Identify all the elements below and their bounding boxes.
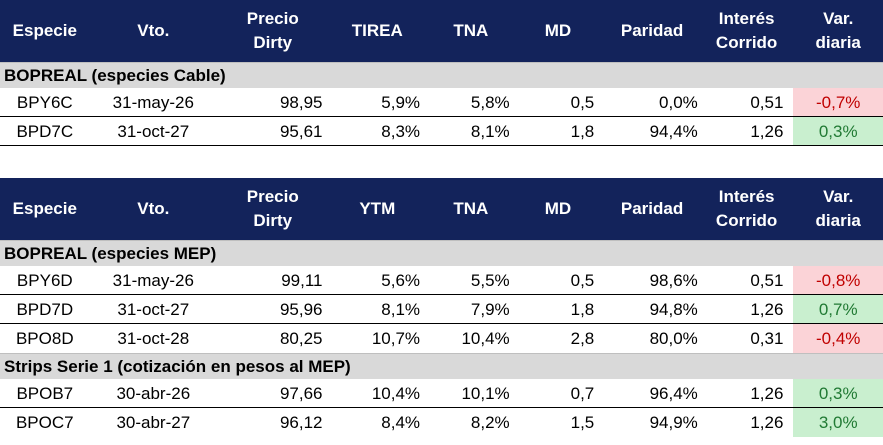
table-header-row: Especie Vto. Precio Dirty YTM TNA MD Par… bbox=[0, 178, 883, 240]
cell-vto: 31-may-26 bbox=[112, 271, 194, 290]
cell-tir: 10,4% bbox=[371, 384, 421, 403]
cell-especie: BPOC7 bbox=[15, 413, 74, 432]
cell-tna: 8,1% bbox=[470, 122, 510, 141]
header-vto: Vto. bbox=[137, 21, 170, 40]
cell-md: 1,8 bbox=[570, 300, 595, 319]
header-md: MD bbox=[544, 21, 572, 40]
header-interes-corrido: Interés Corrido bbox=[715, 187, 778, 230]
header-tna: TNA bbox=[453, 21, 489, 40]
header-tirea: TIREA bbox=[351, 21, 403, 40]
cell-tir: 5,6% bbox=[381, 271, 421, 290]
header-precio-dirty: Precio Dirty bbox=[246, 187, 299, 230]
cell-interes: 0,51 bbox=[750, 271, 784, 290]
cell-var-diaria: 0,7% bbox=[793, 295, 883, 323]
header-precio-dirty: Precio Dirty bbox=[246, 9, 299, 52]
cell-vto: 31-oct-28 bbox=[117, 329, 190, 348]
cell-tna: 5,5% bbox=[470, 271, 510, 290]
cell-precio: 95,61 bbox=[279, 122, 323, 141]
section-title: Strips Serie 1 (cotización en pesos al M… bbox=[0, 353, 883, 379]
header-ytm: YTM bbox=[359, 199, 396, 218]
header-interes-corrido: Interés Corrido bbox=[715, 9, 778, 52]
cell-precio: 80,25 bbox=[279, 329, 323, 348]
cell-tna: 10,1% bbox=[461, 384, 510, 403]
header-tna: TNA bbox=[453, 199, 489, 218]
cell-especie: BPD7C bbox=[16, 122, 74, 141]
cell-md: 2,8 bbox=[570, 329, 595, 348]
cell-vto: 31-oct-27 bbox=[117, 122, 190, 141]
cell-especie: BPO8D bbox=[15, 329, 74, 348]
cell-especie: BPY6C bbox=[16, 93, 73, 112]
cell-paridad: 0,0% bbox=[659, 93, 698, 112]
cell-var-diaria: -0,4% bbox=[793, 324, 883, 353]
cell-tir: 10,7% bbox=[371, 329, 421, 348]
cell-interes: 0,31 bbox=[750, 329, 784, 348]
cell-interes: 1,26 bbox=[750, 122, 784, 141]
cell-precio: 95,96 bbox=[279, 300, 323, 319]
cell-interes: 1,26 bbox=[750, 300, 784, 319]
cell-paridad: 98,6% bbox=[649, 271, 698, 290]
cell-especie: BPOB7 bbox=[16, 384, 74, 403]
cell-especie: BPY6D bbox=[16, 271, 73, 290]
cell-paridad: 96,4% bbox=[649, 384, 698, 403]
cell-paridad: 94,9% bbox=[649, 413, 698, 432]
table-row: BPD7C 31-oct-27 95,61 8,3% 8,1% 1,8 94,4… bbox=[0, 117, 883, 146]
table-row: BPO8D 31-oct-28 80,25 10,7% 10,4% 2,8 80… bbox=[0, 324, 883, 353]
cell-var-diaria: -0,7% bbox=[793, 88, 883, 116]
cell-md: 0,5 bbox=[570, 271, 595, 290]
table-row: BPOB7 30-abr-26 97,66 10,4% 10,1% 0,7 96… bbox=[0, 379, 883, 408]
cell-tna: 5,8% bbox=[470, 93, 510, 112]
cell-vto: 30-abr-26 bbox=[116, 384, 191, 403]
header-paridad: Paridad bbox=[620, 199, 684, 218]
cell-tir: 8,4% bbox=[381, 413, 421, 432]
cell-tna: 10,4% bbox=[461, 329, 510, 348]
cell-paridad: 80,0% bbox=[649, 329, 698, 348]
cell-md: 1,5 bbox=[570, 413, 595, 432]
table-row: BPY6C 31-may-26 98,95 5,9% 5,8% 0,5 0,0%… bbox=[0, 88, 883, 117]
header-var-diaria: Var. diaria bbox=[815, 187, 861, 230]
cell-md: 1,8 bbox=[570, 122, 595, 141]
cell-precio: 98,95 bbox=[279, 93, 323, 112]
cell-var-diaria: -0,8% bbox=[793, 266, 883, 294]
cell-interes: 1,26 bbox=[750, 384, 784, 403]
section-title: BOPREAL (especies MEP) bbox=[0, 240, 883, 266]
cell-precio: 97,66 bbox=[279, 384, 323, 403]
cell-var-diaria: 0,3% bbox=[793, 117, 883, 145]
header-var-diaria: Var. diaria bbox=[815, 9, 861, 52]
table-header-row: Especie Vto. Precio Dirty TIREA TNA MD P… bbox=[0, 0, 883, 62]
bopreal-cable-table: Especie Vto. Precio Dirty TIREA TNA MD P… bbox=[0, 0, 883, 146]
cell-paridad: 94,8% bbox=[649, 300, 698, 319]
cell-interes: 0,51 bbox=[750, 93, 784, 112]
table-row: BPY6D 31-may-26 99,11 5,6% 5,5% 0,5 98,6… bbox=[0, 266, 883, 295]
cell-var-diaria: 3,0% bbox=[793, 408, 883, 437]
bopreal-mep-table: Especie Vto. Precio Dirty YTM TNA MD Par… bbox=[0, 178, 883, 437]
cell-md: 0,7 bbox=[570, 384, 595, 403]
cell-vto: 30-abr-27 bbox=[116, 413, 191, 432]
cell-precio: 96,12 bbox=[279, 413, 323, 432]
table-row: BPOC7 30-abr-27 96,12 8,4% 8,2% 1,5 94,9… bbox=[0, 408, 883, 437]
cell-paridad: 94,4% bbox=[649, 122, 698, 141]
table-row: BPD7D 31-oct-27 95,96 8,1% 7,9% 1,8 94,8… bbox=[0, 295, 883, 324]
cell-tna: 7,9% bbox=[470, 300, 510, 319]
cell-tir: 5,9% bbox=[381, 93, 421, 112]
cell-especie: BPD7D bbox=[16, 300, 74, 319]
header-especie: Especie bbox=[12, 199, 77, 218]
cell-vto: 31-may-26 bbox=[112, 93, 194, 112]
cell-tir: 8,3% bbox=[381, 122, 421, 141]
header-md: MD bbox=[544, 199, 572, 218]
cell-precio: 99,11 bbox=[281, 271, 323, 290]
header-especie: Especie bbox=[12, 21, 77, 40]
header-paridad: Paridad bbox=[620, 21, 684, 40]
cell-tir: 8,1% bbox=[381, 300, 421, 319]
cell-interes: 1,26 bbox=[750, 413, 784, 432]
header-vto: Vto. bbox=[137, 199, 170, 218]
cell-md: 0,5 bbox=[570, 93, 595, 112]
cell-tna: 8,2% bbox=[470, 413, 510, 432]
section-title: BOPREAL (especies Cable) bbox=[0, 62, 883, 88]
cell-vto: 31-oct-27 bbox=[117, 300, 190, 319]
cell-var-diaria: 0,3% bbox=[793, 379, 883, 407]
